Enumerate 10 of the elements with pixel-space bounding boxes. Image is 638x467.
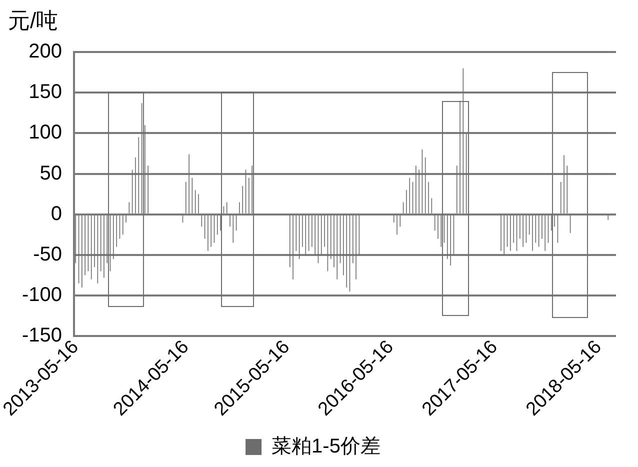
legend-label: 菜粕1-5价差 (272, 436, 380, 458)
y-tick-label: -150 (22, 324, 62, 347)
y-tick-label: 50 (40, 162, 62, 184)
y-tick-label: 150 (28, 81, 62, 104)
y-tick-label: 200 (28, 40, 62, 63)
y-axis-title: 元/吨 (8, 7, 58, 35)
y-tick-label: -100 (22, 284, 62, 306)
y-tick-label: 100 (28, 122, 62, 144)
y-tick-label: 0 (50, 202, 62, 225)
y-tick-label: -50 (33, 243, 62, 266)
